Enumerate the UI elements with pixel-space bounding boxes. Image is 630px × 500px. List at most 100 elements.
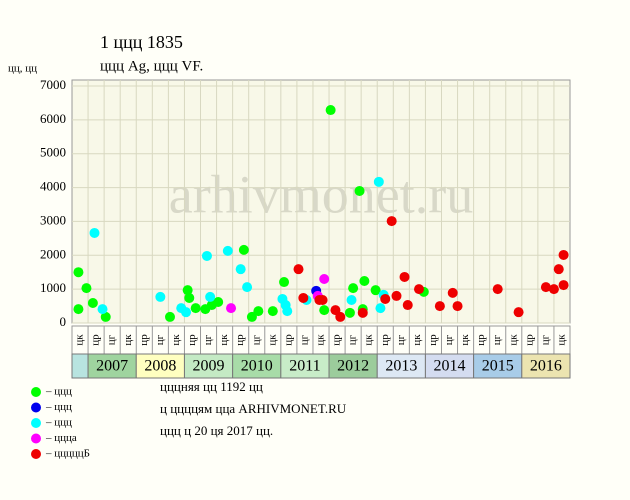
legend-label: – цццццБ	[45, 448, 90, 460]
point	[235, 264, 246, 275]
year-label: 2011	[289, 358, 320, 375]
year-label: 2016	[530, 358, 562, 375]
legend-label: – ццц	[45, 417, 72, 429]
point	[73, 304, 84, 315]
point	[298, 292, 309, 303]
x-tick-label: цр	[475, 334, 487, 346]
year-label: 2008	[144, 358, 176, 375]
x-tick-label: цр	[331, 334, 343, 346]
point	[354, 185, 365, 196]
year-label: 2015	[482, 358, 514, 375]
point	[100, 311, 111, 322]
note: ц ццццям цца ARHIVMONET.RU	[160, 401, 347, 416]
year-label: 2014	[434, 358, 466, 375]
year-cell	[71, 353, 89, 379]
watermark: arhivmonet.ru	[169, 164, 473, 224]
x-tick-label: цг	[202, 334, 214, 345]
x-tick-label: цг	[443, 334, 455, 345]
x-tick-label: цг	[347, 334, 359, 345]
x-tick-label: цр	[523, 334, 535, 346]
x-tick-label: цк	[507, 334, 519, 346]
point	[380, 293, 391, 304]
point	[190, 303, 201, 314]
x-tick-label: цг	[539, 334, 551, 345]
x-tick-label: цр	[282, 334, 294, 346]
legend-marker	[31, 449, 41, 459]
y-axis-label: цц, цц	[8, 63, 37, 75]
point	[492, 284, 503, 295]
point	[375, 303, 386, 314]
chart-subtitle: ццц Ag, ццц VF.	[100, 58, 203, 74]
point	[346, 294, 357, 305]
x-tick-label: цр	[138, 334, 150, 346]
x-tick-label: цк	[315, 334, 327, 346]
legend-marker	[31, 433, 41, 444]
x-tick-label: цг	[154, 334, 166, 345]
point	[370, 285, 381, 296]
point	[558, 249, 569, 260]
point	[181, 307, 192, 318]
year-cell	[521, 353, 571, 379]
legend-marker	[31, 387, 41, 397]
point	[553, 264, 564, 275]
x-tick-label: цк	[411, 334, 423, 346]
point	[184, 292, 195, 303]
point	[246, 311, 257, 322]
point	[253, 306, 264, 317]
legend-marker	[31, 402, 41, 413]
year-label: 2010	[241, 358, 273, 375]
point	[201, 250, 212, 261]
note: цццняя цц 1192 цц	[160, 379, 263, 394]
note: ццц ц 20 ця 2017 цц.	[160, 423, 273, 438]
point	[513, 307, 524, 318]
point	[402, 300, 413, 311]
point	[335, 311, 346, 322]
point	[434, 301, 445, 312]
point	[164, 311, 175, 322]
x-tick-label: цк	[363, 334, 375, 346]
legend-marker	[31, 418, 41, 428]
category-row	[71, 325, 571, 355]
year-cell	[328, 353, 378, 379]
point	[344, 307, 355, 318]
point	[87, 298, 98, 309]
x-tick-label: цг	[491, 334, 503, 345]
point	[97, 304, 108, 315]
point	[279, 277, 290, 288]
year-cell	[376, 353, 426, 379]
point	[73, 267, 84, 278]
point	[447, 287, 458, 298]
point	[540, 282, 551, 293]
chart-title: 1 ццц 1835	[100, 32, 183, 52]
point	[242, 282, 253, 293]
y-tick-label: 3000	[40, 212, 66, 227]
point	[282, 306, 293, 317]
point	[548, 284, 559, 295]
point	[348, 283, 359, 294]
y-tick-label: 1000	[40, 280, 66, 295]
point	[81, 283, 92, 294]
x-tick-label: цг	[106, 334, 118, 345]
x-tick-label: цк	[459, 334, 471, 346]
x-tick-label: цг	[250, 334, 262, 345]
y-tick-label: 4000	[40, 179, 66, 194]
point	[391, 290, 402, 301]
x-tick-label: цр	[186, 334, 198, 346]
point	[413, 284, 424, 295]
legend-label: – ццц	[45, 386, 72, 398]
x-tick-label: цг	[395, 334, 407, 345]
legend-label: – ццца	[45, 432, 77, 444]
point	[359, 276, 370, 287]
x-tick-label: цр	[379, 334, 391, 346]
x-tick-label: цк	[170, 334, 182, 346]
point	[452, 301, 463, 312]
point	[317, 294, 328, 305]
year-label: 2013	[385, 358, 417, 375]
point	[386, 216, 397, 227]
point	[222, 245, 233, 256]
x-tick-label: цр	[90, 334, 102, 346]
y-tick-label: 0	[60, 314, 67, 329]
x-tick-label: цк	[74, 334, 86, 346]
